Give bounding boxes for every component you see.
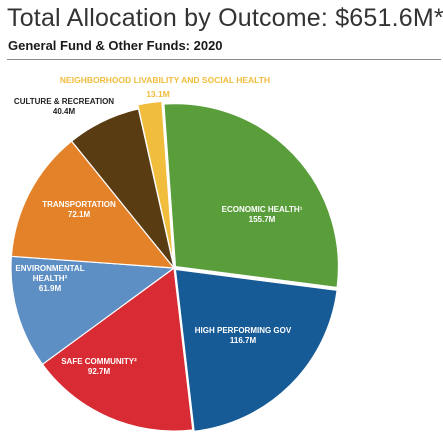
slice-economic — [163, 103, 340, 289]
label-safe-community: SAFE COMMUNITY² — [61, 357, 137, 366]
value-safe-community: 92.7M — [88, 367, 111, 376]
value-neighborhood: 13.1M — [146, 89, 170, 99]
label-culture: CULTURE & RECREATION — [14, 97, 114, 106]
chart-title: Total Allocation by Outcome: $651.6M* — [7, 4, 443, 32]
slice-environmental — [10, 255, 176, 366]
label-economic: ECONOMIC HEALTH¹ — [222, 205, 303, 214]
pie-labels: NEIGHBORHOOD LIVABILITY AND SOCIAL HEALT… — [14, 75, 303, 376]
slice-high-performing — [174, 268, 338, 433]
pie-slices — [10, 100, 340, 433]
slice-transportation — [10, 140, 176, 269]
chart-subtitle: General Fund & Other Funds: 2020 — [8, 38, 223, 53]
label-high-performing: HIGH PERFORMING GOV — [195, 326, 292, 335]
value-culture: 40.4M — [53, 107, 76, 116]
label-environmental: ENVIRONMENTAL — [15, 264, 84, 273]
value-environmental: 61.9M — [39, 284, 62, 293]
title-divider — [7, 59, 441, 60]
label-neighborhood: NEIGHBORHOOD LIVABILITY AND SOCIAL HEALT… — [60, 75, 270, 85]
value-economic: 155.7M — [249, 215, 276, 224]
value-high-performing: 116.7M — [230, 336, 257, 345]
label-environmental-1: HEALTH² — [33, 274, 68, 283]
label-transportation: TRANSPORTATION — [42, 200, 116, 209]
value-transportation: 72.1M — [68, 210, 91, 219]
slice-safe-community — [41, 266, 194, 432]
slice-culture — [70, 108, 175, 269]
